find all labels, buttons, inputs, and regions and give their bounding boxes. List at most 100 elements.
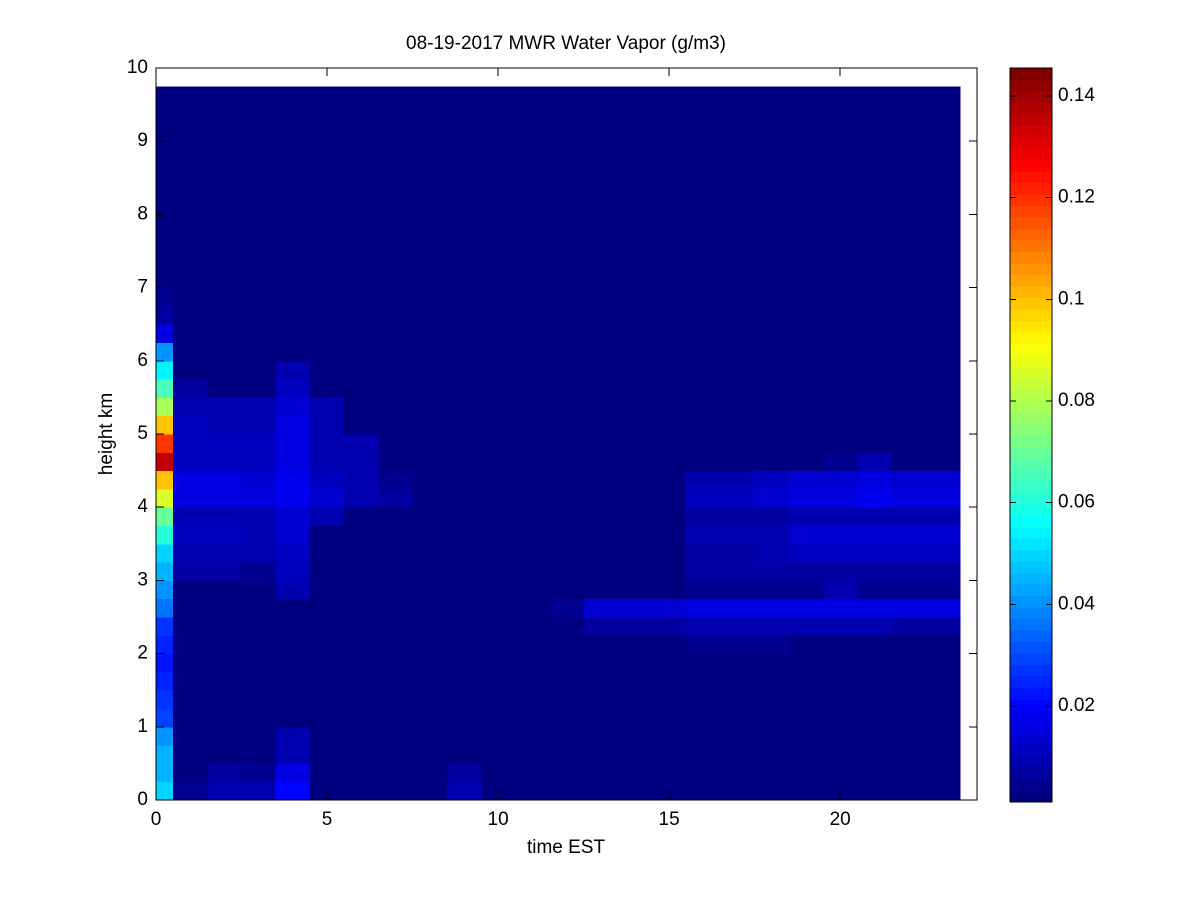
heatmap-cell [549, 269, 585, 289]
heatmap-cell [412, 269, 448, 289]
heatmap-cell [412, 141, 448, 160]
heatmap-cell [480, 415, 516, 435]
heatmap-cell [686, 196, 721, 215]
heatmap-cell [617, 781, 653, 801]
colorbar-segment [1010, 68, 1052, 80]
heatmap-cell [788, 86, 824, 106]
heatmap-cell [344, 379, 379, 398]
heatmap-cell [412, 86, 448, 106]
heatmap-cell [617, 159, 653, 179]
colorbar-segment [1010, 733, 1052, 746]
heatmap-cell [275, 196, 311, 215]
heatmap-cell [823, 580, 858, 600]
heatmap-cell [515, 470, 550, 490]
heatmap-cell [857, 598, 892, 618]
heatmap-cell [207, 598, 243, 618]
heatmap-cell [788, 342, 824, 362]
heatmap-cell [891, 488, 927, 508]
heatmap-cell [378, 324, 414, 343]
heatmap-cell [344, 598, 379, 618]
heatmap-cell [446, 86, 482, 106]
heatmap-cell [652, 379, 687, 398]
heatmap-cell [754, 745, 790, 764]
heatmap-cell [446, 141, 482, 160]
heatmap-cell [412, 287, 448, 307]
heatmap-cell [515, 671, 550, 691]
heatmap-cell [515, 379, 550, 398]
heatmap-cell [754, 763, 790, 783]
heatmap-cell [480, 507, 516, 526]
heatmap-cell [241, 379, 277, 398]
heatmap-cell [857, 525, 892, 545]
heatmap-cell [446, 635, 482, 655]
heatmap-cell [480, 488, 516, 508]
heatmap-cell [207, 690, 243, 709]
colorbar-segment [1010, 641, 1052, 654]
heatmap-cell [925, 397, 961, 417]
heatmap-cell [344, 653, 379, 673]
colorbar-segment [1010, 629, 1052, 642]
heatmap-cell [754, 287, 790, 307]
heatmap-cell [412, 232, 448, 252]
heatmap-cell [857, 488, 892, 508]
heatmap-cell [788, 543, 824, 563]
heatmap-cell [891, 159, 927, 179]
heatmap-cell [720, 342, 756, 362]
heatmap-cell [515, 141, 550, 160]
heatmap-cell [344, 671, 379, 691]
heatmap-cell [583, 452, 619, 472]
heatmap-cell [378, 580, 414, 600]
heatmap-cell [857, 452, 892, 472]
heatmap-cell [241, 562, 277, 581]
heatmap-cell [549, 653, 585, 673]
heatmap-cell [378, 269, 414, 289]
heatmap-cell [857, 251, 892, 270]
heatmap-cell [344, 470, 379, 490]
heatmap-cell [446, 507, 482, 526]
heatmap-cell [857, 287, 892, 307]
heatmap-cell [857, 470, 892, 490]
heatmap-cell [378, 562, 414, 581]
heatmap-cell [788, 671, 824, 691]
heatmap-cell [754, 726, 790, 746]
heatmap-cell [617, 763, 653, 783]
heatmap-cell [583, 781, 619, 801]
heatmap-cell [549, 525, 585, 545]
heatmap-cell [652, 122, 687, 142]
heatmap-cell [857, 617, 892, 636]
heatmap-cell [652, 159, 687, 179]
heatmap-cell [515, 324, 550, 343]
heatmap-cell [617, 653, 653, 673]
heatmap-cell [156, 671, 174, 691]
heatmap-cell [344, 251, 379, 270]
colorbar-segment [1010, 102, 1052, 115]
heatmap-cell [549, 708, 585, 728]
heatmap-cell [652, 104, 687, 124]
heatmap-cell [173, 360, 208, 380]
heatmap-cell [173, 251, 208, 270]
heatmap-cell [173, 452, 208, 472]
heatmap-cell [412, 360, 448, 380]
heatmap-cell [207, 214, 243, 234]
heatmap-cell [617, 745, 653, 764]
heatmap-cell [446, 251, 482, 270]
heatmap-cell [617, 287, 653, 307]
heatmap-cell [446, 452, 482, 472]
heatmap-cell [891, 598, 927, 618]
colorbar-segment [1010, 159, 1052, 172]
heatmap-cell [480, 470, 516, 490]
heatmap-cell [583, 141, 619, 160]
heatmap-cell [412, 251, 448, 270]
heatmap-cell [686, 232, 721, 252]
heatmap-cell [652, 342, 687, 362]
heatmap-cell [720, 434, 756, 453]
heatmap-cell [480, 452, 516, 472]
heatmap-cell [309, 360, 345, 380]
heatmap-cell [480, 342, 516, 362]
heatmap-cell [446, 397, 482, 417]
heatmap-cell [412, 745, 448, 764]
colorbar-segment [1010, 767, 1052, 780]
heatmap-cell [515, 122, 550, 142]
heatmap-cell [207, 781, 243, 801]
colorbar-segment [1010, 538, 1052, 551]
